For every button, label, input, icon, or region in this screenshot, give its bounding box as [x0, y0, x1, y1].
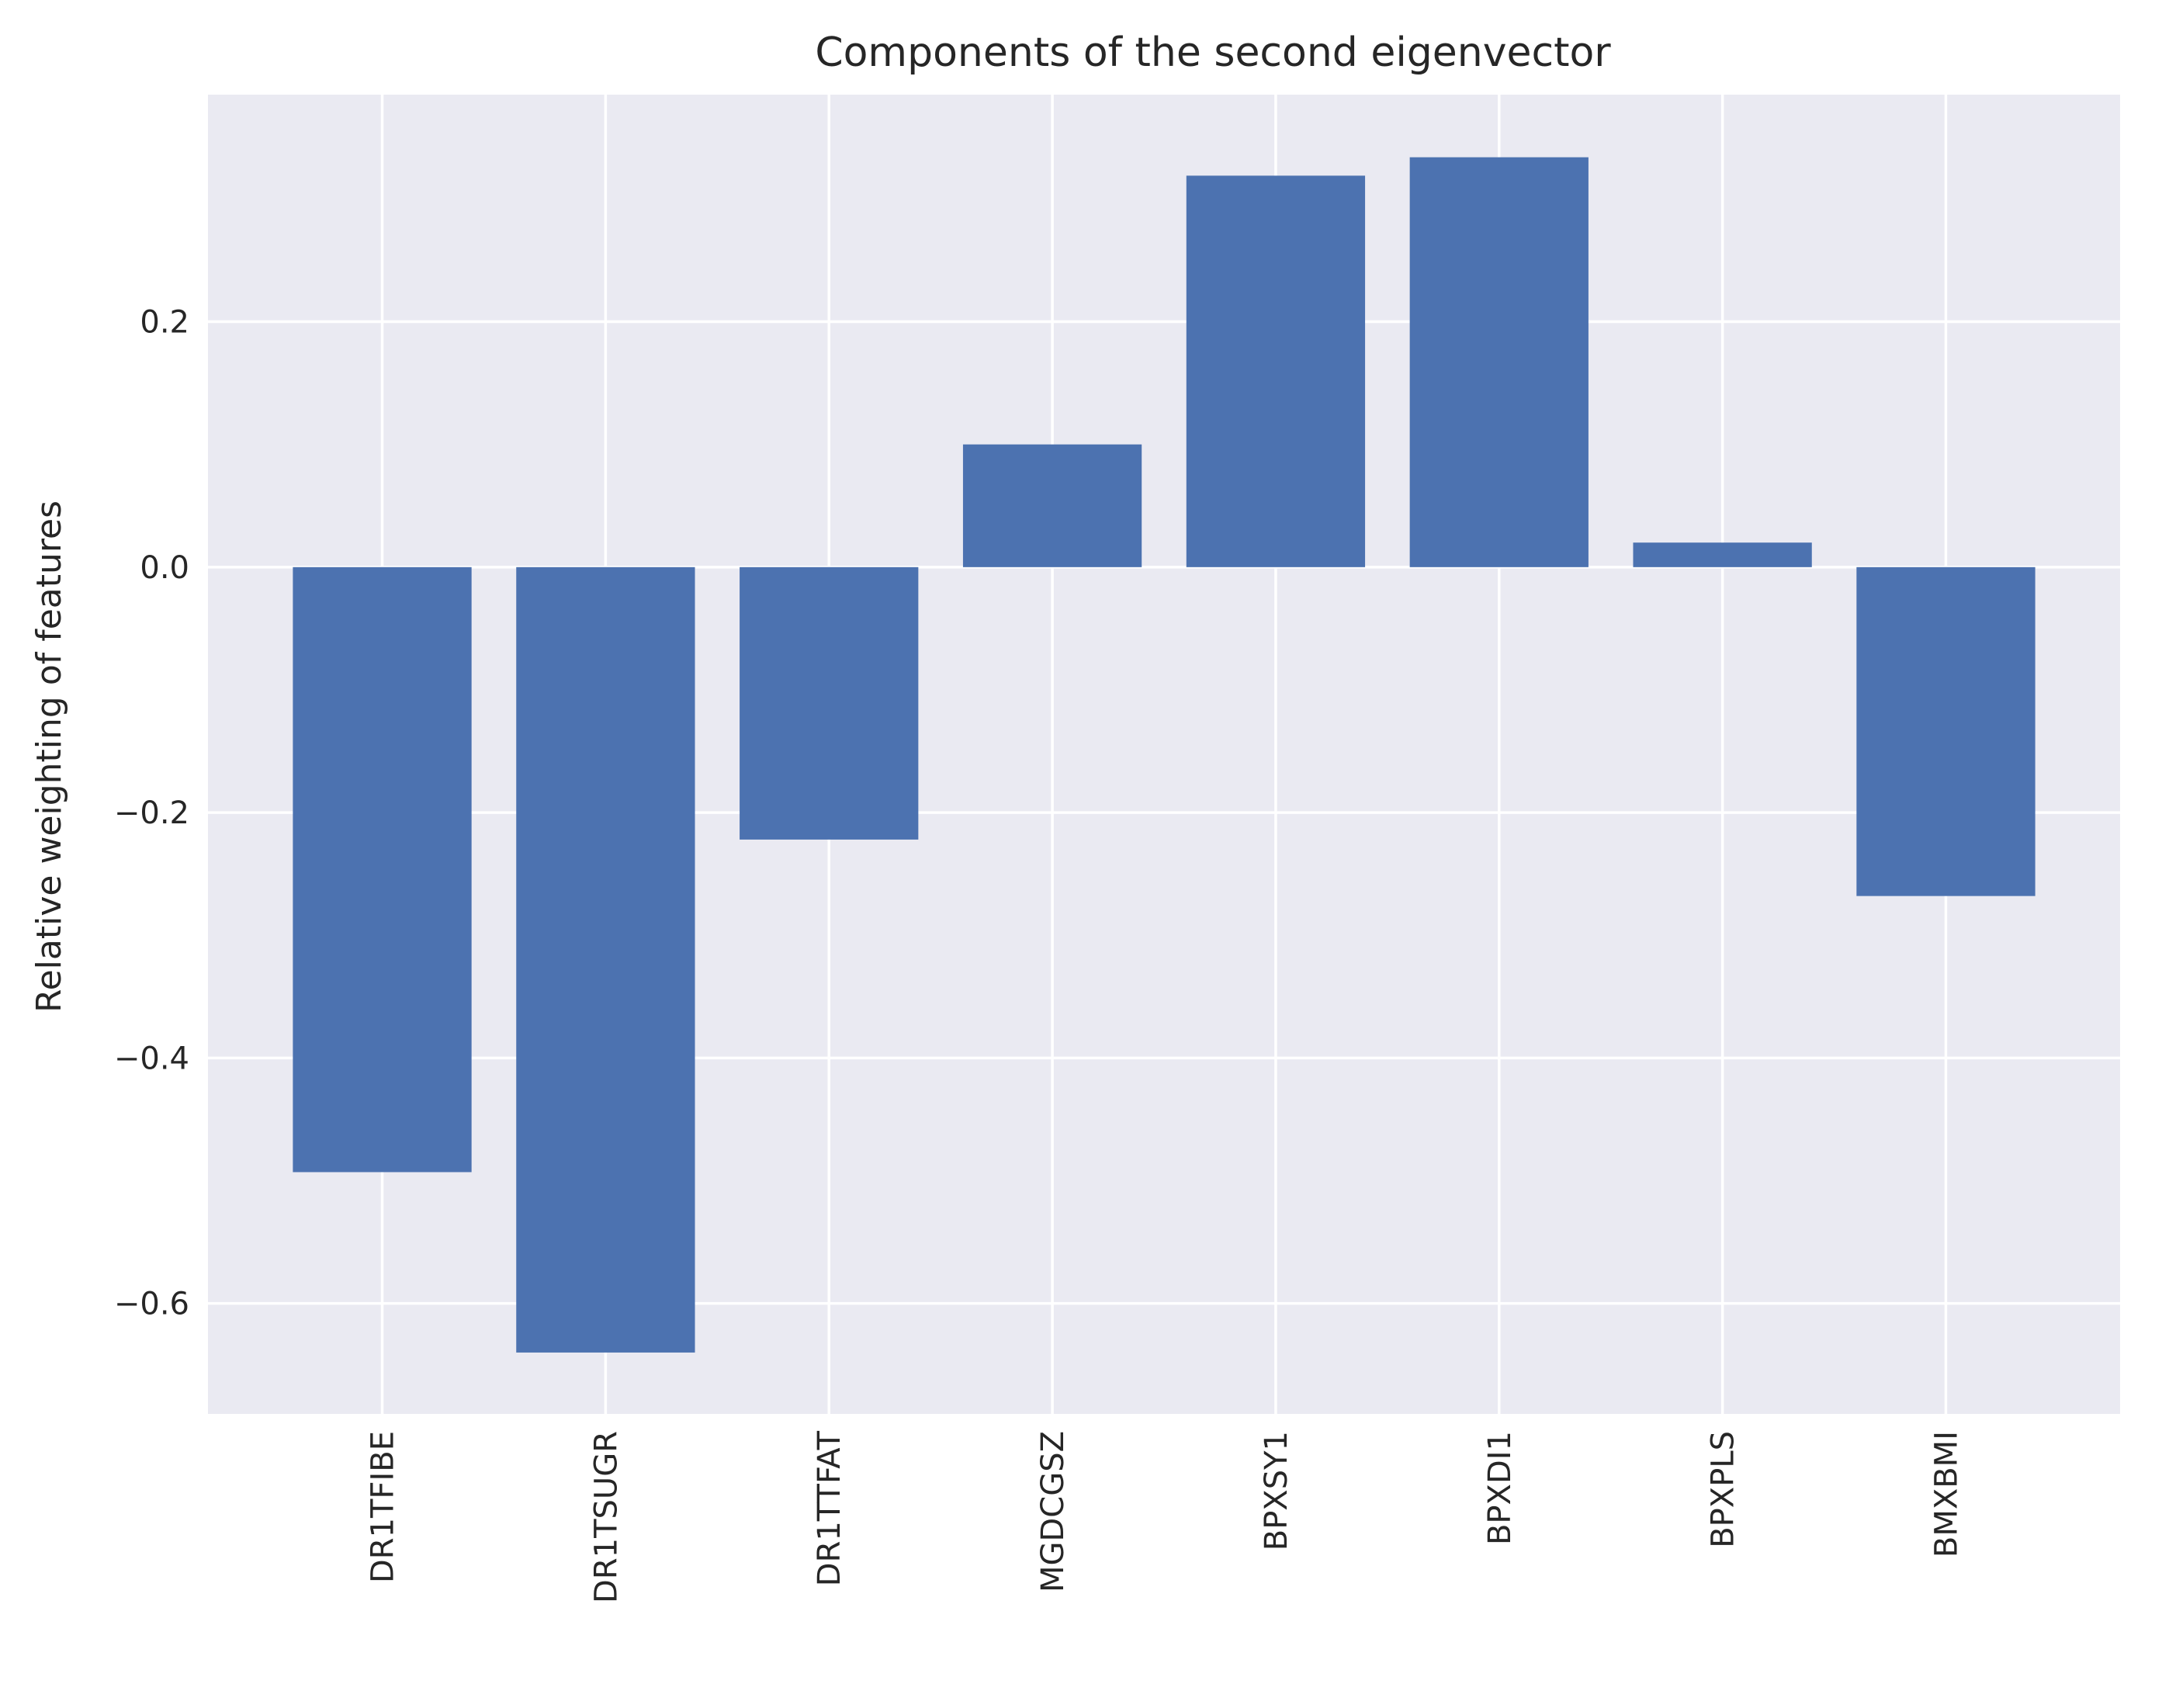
x-tick-label: BMXBMI	[1928, 1431, 1964, 1557]
x-tick-label: BPXDI1	[1482, 1431, 1518, 1545]
y-tick-label: 0.2	[140, 305, 189, 341]
y-tick-label: −0.2	[114, 795, 189, 831]
bar-dr1ttfat	[740, 566, 919, 840]
x-tick-label: DR1TSUGR	[588, 1431, 624, 1603]
chart-title: Components of the second eigenvector	[815, 29, 1611, 76]
bar-mgdcgsz	[962, 444, 1142, 567]
y-tick-labels: −0.6 −0.4 −0.2 0.0 0.2	[114, 305, 189, 1322]
x-tick-label: MGDCGSZ	[1035, 1431, 1071, 1592]
bar-dr1tsugr	[516, 566, 695, 1353]
x-tick-labels: DR1TFIBE DR1TSUGR DR1TTFAT MGDCGSZ BPXSY1 BPX…	[366, 1430, 1965, 1603]
y-tick-label: −0.6	[114, 1287, 189, 1322]
y-tick-label: −0.4	[114, 1041, 189, 1076]
bar-bpxpls	[1633, 542, 1812, 567]
bar-dr1tfibe	[293, 566, 472, 1173]
x-tick-label: BPXSY1	[1259, 1431, 1294, 1550]
plot-area	[208, 95, 2120, 1414]
bar-bpxdi1	[1409, 157, 1589, 567]
bars	[293, 157, 2036, 1353]
x-tick-label: DR1TTFAT	[812, 1430, 847, 1586]
bar-bpxsy1	[1186, 175, 1366, 567]
y-axis-label: Relative weighting of features	[29, 501, 69, 1013]
x-tick-label: BPXPLS	[1706, 1431, 1741, 1548]
y-tick-label: 0.0	[140, 550, 189, 586]
bar-bmxbmi	[1856, 566, 2036, 896]
x-tick-label: DR1TFIBE	[366, 1431, 401, 1583]
